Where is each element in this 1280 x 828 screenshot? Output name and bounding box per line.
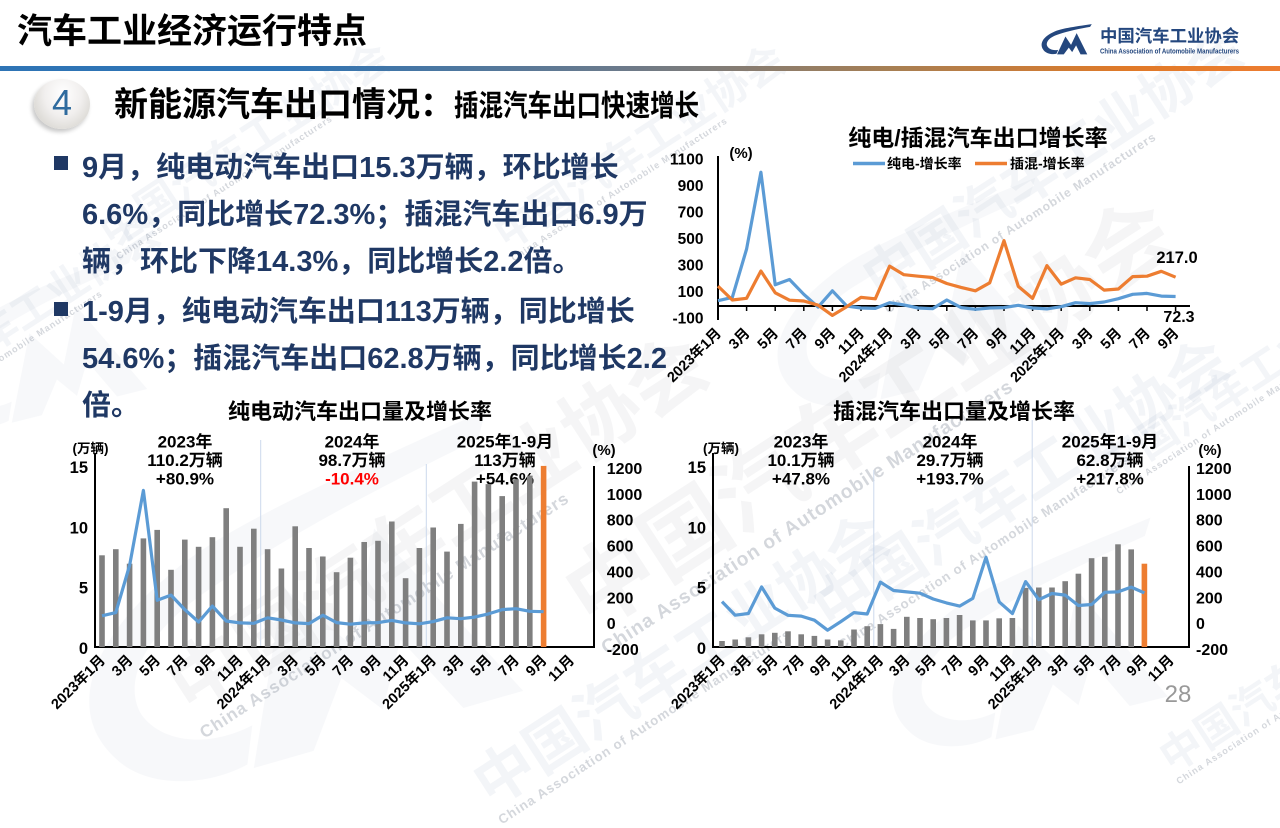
svg-text:600: 600 [607, 533, 634, 557]
svg-text:China Association of Automobil: China Association of Automobile Manufact… [1100, 46, 1239, 56]
svg-text:(%): (%) [592, 439, 615, 460]
svg-text:0: 0 [1196, 610, 1205, 634]
svg-text:7月: 7月 [952, 323, 983, 354]
svg-text:5: 5 [697, 575, 706, 599]
svg-text:7月: 7月 [327, 650, 358, 681]
svg-text:600: 600 [1196, 533, 1223, 557]
svg-text:+54.6%: +54.6% [476, 465, 534, 490]
svg-text:2023年: 2023年 [158, 428, 213, 453]
svg-text:3月: 3月 [1067, 323, 1098, 354]
svg-text:0: 0 [79, 635, 88, 659]
svg-text:3月: 3月 [895, 323, 926, 354]
svg-text:5月: 5月 [465, 650, 496, 681]
svg-text:7月: 7月 [1124, 323, 1155, 354]
svg-text:-100: -100 [672, 307, 703, 329]
svg-text:纯电-增长率: 纯电-增长率 [887, 154, 962, 174]
svg-text:900: 900 [678, 174, 704, 196]
svg-text:1100: 1100 [670, 148, 704, 170]
svg-text:纯电动汽车出口量及增长率: 纯电动汽车出口量及增长率 [228, 395, 492, 426]
svg-text:5月: 5月 [300, 650, 331, 681]
svg-text:10.1万辆: 10.1万辆 [767, 446, 834, 471]
svg-text:7月: 7月 [162, 650, 193, 681]
svg-text:2024年: 2024年 [325, 428, 380, 453]
svg-text:800: 800 [1196, 507, 1223, 531]
svg-text:+47.8%: +47.8% [772, 465, 830, 490]
svg-text:2024年: 2024年 [923, 428, 978, 453]
svg-text:(%): (%) [1198, 439, 1221, 460]
svg-text:400: 400 [607, 558, 634, 582]
svg-text:9月: 9月 [1152, 323, 1183, 354]
svg-text:+80.9%: +80.9% [156, 465, 214, 490]
svg-text:5月: 5月 [924, 323, 955, 354]
svg-text:10: 10 [70, 514, 88, 538]
svg-text:2023年: 2023年 [774, 428, 829, 453]
svg-text:110.2万辆: 110.2万辆 [147, 446, 223, 471]
svg-text:700: 700 [678, 201, 704, 223]
svg-text:插混-增长率: 插混-增长率 [1010, 154, 1085, 174]
svg-text:2023年1月: 2023年1月 [46, 650, 110, 714]
svg-text:(万辆): (万辆) [73, 437, 109, 457]
svg-text:113万辆: 113万辆 [474, 446, 535, 471]
svg-text:29.7万辆: 29.7万辆 [916, 446, 983, 471]
svg-text:3月: 3月 [438, 650, 469, 681]
svg-text:-10.4%: -10.4% [325, 465, 379, 490]
svg-text:2023年1月: 2023年1月 [662, 323, 726, 387]
svg-text:-200: -200 [607, 636, 639, 660]
svg-text:(万辆): (万辆) [703, 437, 739, 457]
svg-text:纯电/插混汽车出口增长率: 纯电/插混汽车出口增长率 [848, 120, 1107, 153]
svg-text:7月: 7月 [781, 323, 812, 354]
svg-text:9月: 9月 [809, 323, 840, 354]
svg-text:0: 0 [697, 635, 706, 659]
svg-text:400: 400 [1196, 558, 1223, 582]
svg-text:5月: 5月 [752, 323, 783, 354]
svg-text:1200: 1200 [1196, 455, 1232, 479]
svg-text:2023年1月: 2023年1月 [666, 650, 730, 714]
svg-text:98.7万辆: 98.7万辆 [318, 446, 385, 471]
svg-text:1200: 1200 [607, 455, 643, 479]
svg-text:插混汽车出口量及增长率: 插混汽车出口量及增长率 [833, 395, 1075, 426]
svg-text:(%): (%) [729, 142, 752, 163]
svg-text:-200: -200 [1196, 636, 1228, 660]
svg-text:200: 200 [1196, 584, 1223, 608]
svg-text:2025年1-9月: 2025年1-9月 [1062, 428, 1158, 453]
svg-text:3月: 3月 [272, 650, 303, 681]
svg-text:1000: 1000 [607, 481, 643, 505]
svg-text:800: 800 [607, 507, 634, 531]
svg-text:500: 500 [678, 227, 704, 249]
svg-text:2024年1月: 2024年1月 [211, 650, 275, 714]
svg-text:+193.7%: +193.7% [916, 465, 984, 490]
svg-text:300: 300 [678, 254, 704, 276]
svg-text:1000: 1000 [1196, 481, 1232, 505]
svg-text:5月: 5月 [1095, 323, 1126, 354]
svg-text:5: 5 [79, 575, 88, 599]
svg-text:5月: 5月 [134, 650, 165, 681]
svg-text:62.8万辆: 62.8万辆 [1076, 446, 1143, 471]
svg-text:15: 15 [70, 454, 88, 478]
svg-text:+217.8%: +217.8% [1076, 465, 1144, 490]
svg-text:11月: 11月 [543, 650, 579, 686]
svg-text:2025年1-9月: 2025年1-9月 [457, 428, 553, 453]
svg-text:0: 0 [607, 610, 616, 634]
svg-text:217.0: 217.0 [1156, 244, 1197, 268]
svg-text:100: 100 [678, 280, 704, 302]
svg-text:72.3: 72.3 [1163, 303, 1194, 327]
svg-text:9月: 9月 [981, 323, 1012, 354]
svg-text:3月: 3月 [723, 323, 754, 354]
svg-text:中国汽车工业协会: 中国汽车工业协会 [1100, 23, 1239, 48]
svg-text:200: 200 [607, 584, 634, 608]
svg-text:7月: 7月 [493, 650, 524, 681]
svg-text:15: 15 [688, 454, 706, 478]
svg-text:3月: 3月 [106, 650, 137, 681]
svg-text:10: 10 [688, 514, 706, 538]
svg-text:2025年1月: 2025年1月 [377, 650, 441, 714]
